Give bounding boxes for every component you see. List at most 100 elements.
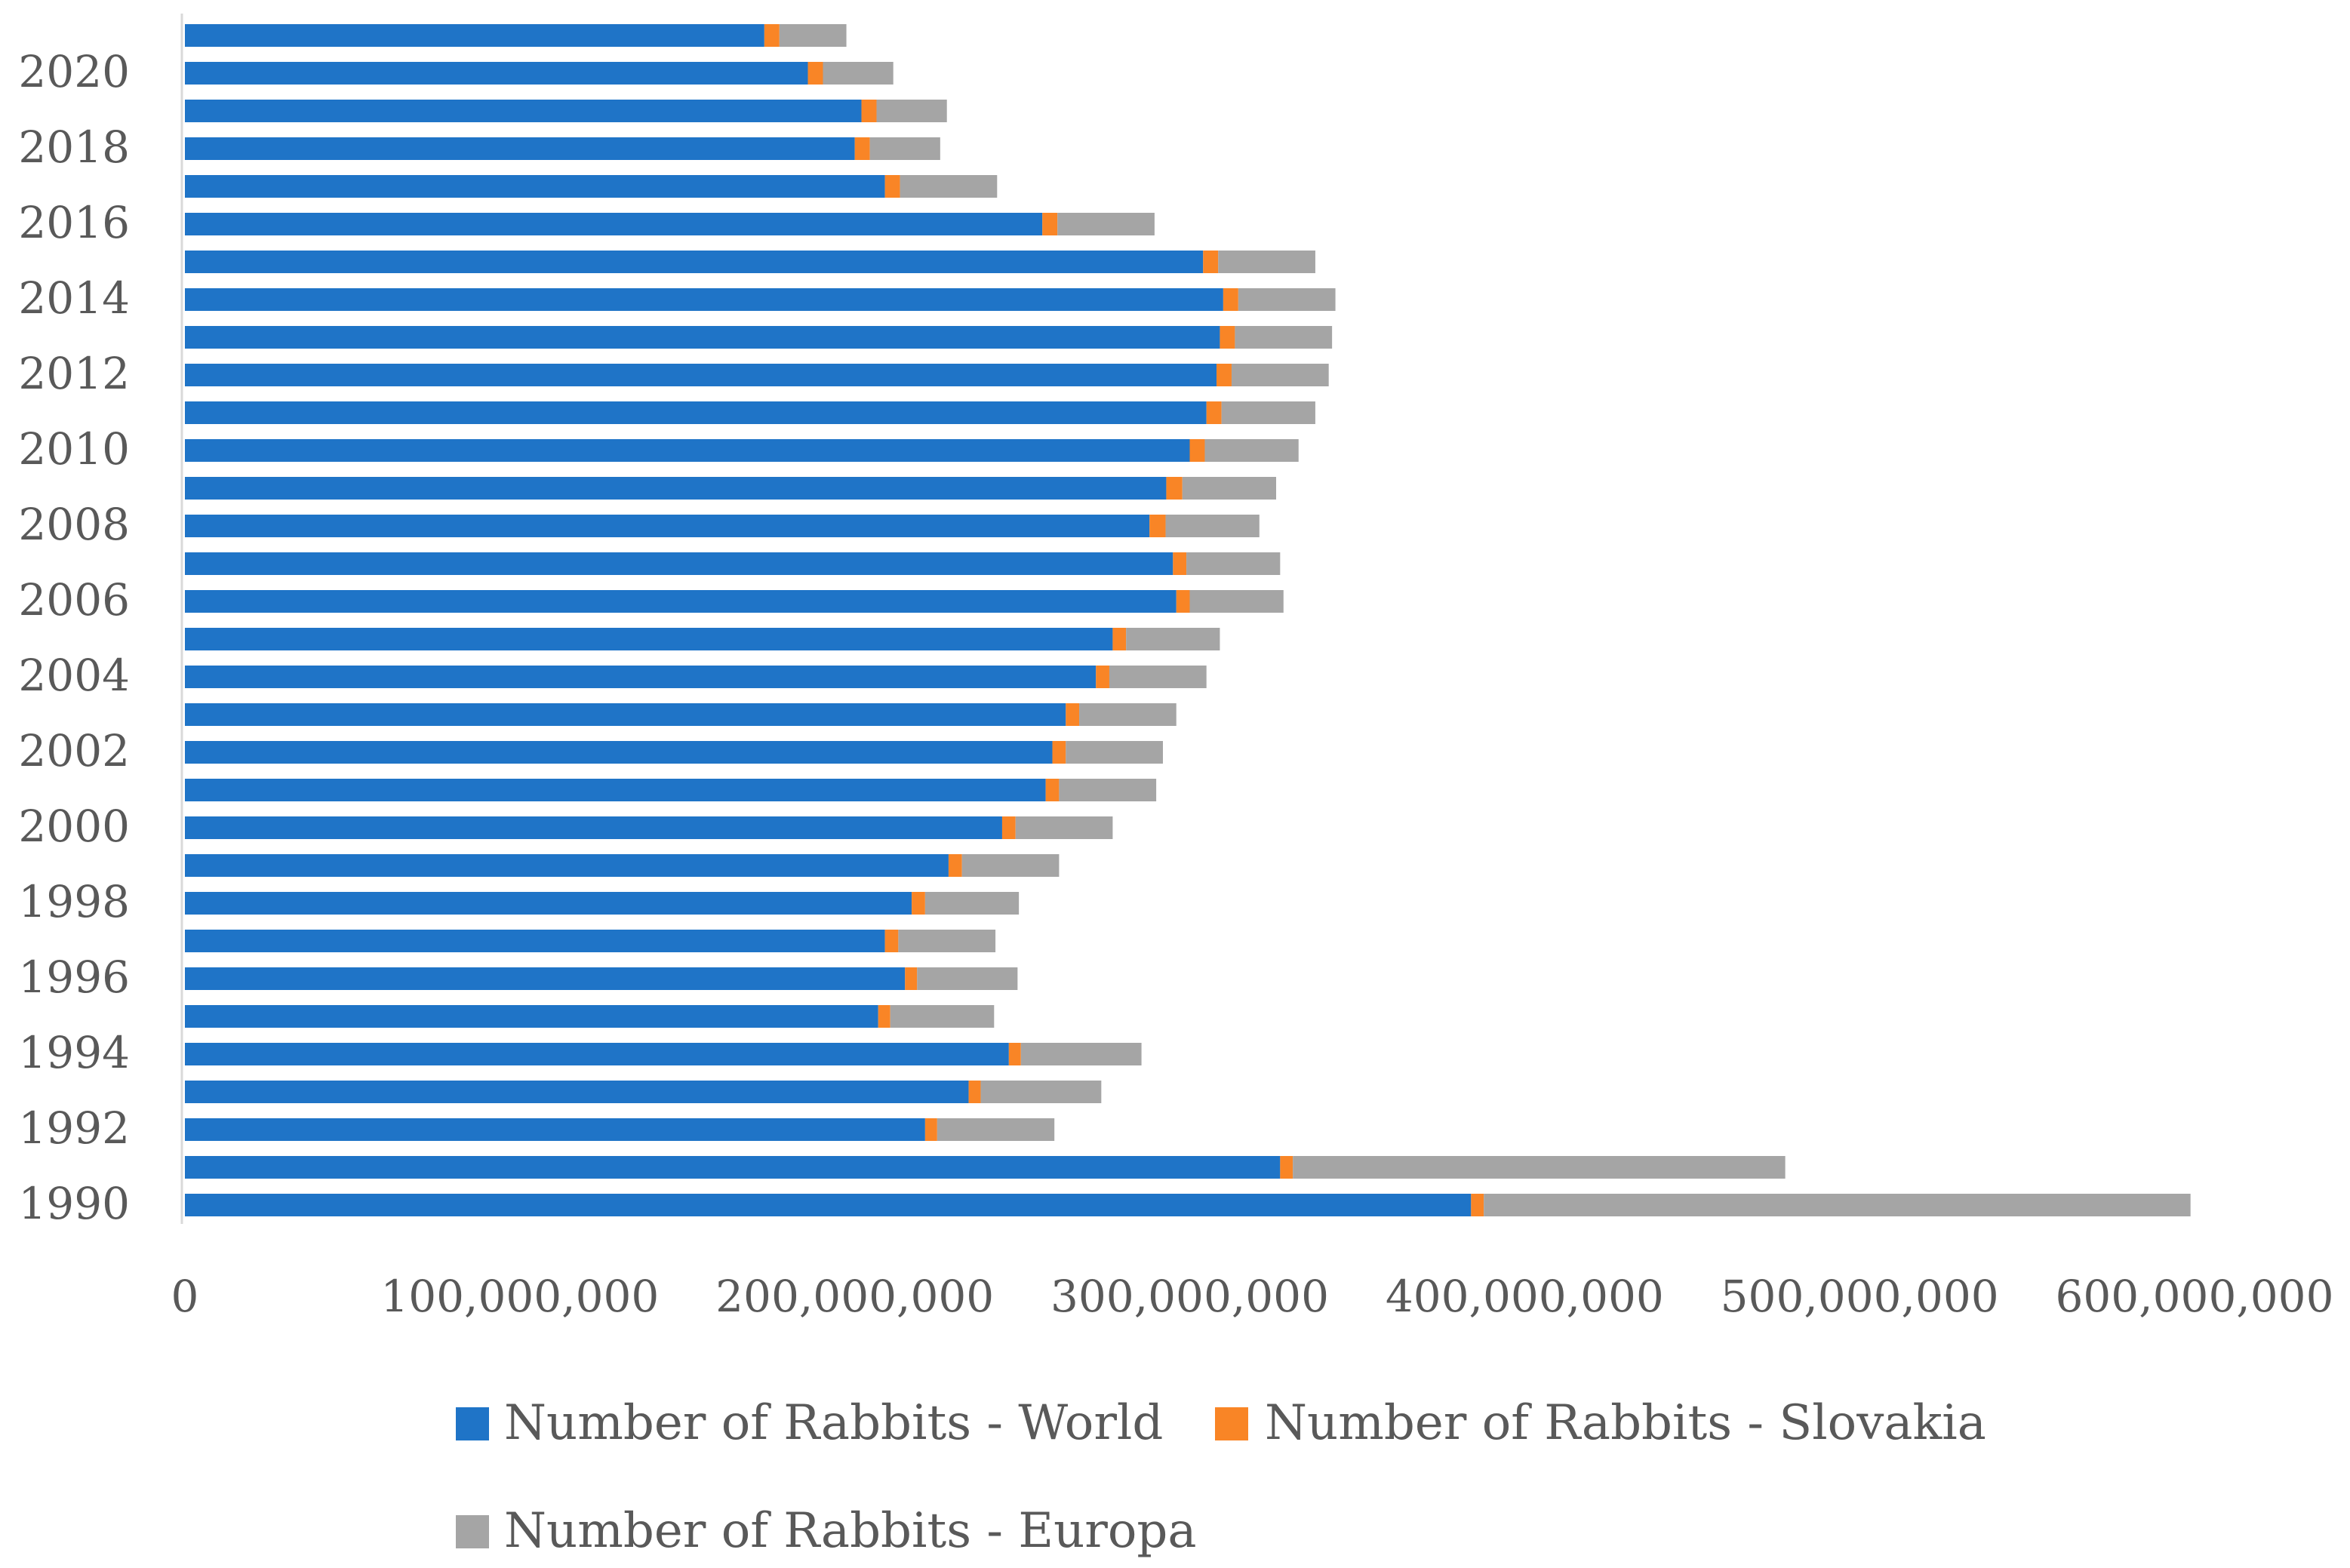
y-tick-label: 2018 [18, 121, 130, 173]
bar-2004-series-2 [1096, 666, 1109, 688]
bar-2006-series-3 [1189, 590, 1284, 613]
bar-1991-series-2 [1280, 1156, 1293, 1179]
bar-2012-series-1 [185, 364, 1217, 386]
bar-2003-series-2 [1066, 703, 1080, 726]
bar-1990-series-3 [1484, 1194, 2191, 1216]
bar-2001-series-2 [1045, 779, 1060, 801]
y-tick-label: 2002 [18, 725, 130, 776]
bar-2014-series-1 [185, 288, 1223, 311]
bar-2018-series-3 [869, 137, 940, 160]
bar-2006-series-1 [185, 590, 1177, 613]
bar-1990-series-2 [1471, 1194, 1484, 1216]
x-tick-label: 300,000,000 [1050, 1271, 1329, 1322]
bar-2005-series-2 [1112, 628, 1127, 650]
bar-2001-series-3 [1059, 779, 1157, 801]
bar-1997-series-3 [898, 930, 996, 952]
bar-2010-series-3 [1204, 439, 1299, 462]
bar-1990-series-1 [185, 1194, 1472, 1216]
y-tick-label: 2000 [18, 801, 130, 852]
bar-2009-series-3 [1182, 477, 1277, 500]
bar-2012-series-3 [1231, 364, 1329, 386]
legend-label-1: Number of Rabbits - World [504, 1395, 1163, 1451]
bar-2010-series-2 [1189, 439, 1205, 462]
bar-2001-series-1 [185, 779, 1046, 801]
bar-2010-series-1 [185, 439, 1190, 462]
bar-2008-series-3 [1165, 515, 1260, 537]
bar-2013-series-1 [185, 326, 1220, 349]
bar-2014-series-2 [1223, 288, 1238, 311]
bar-2018-series-1 [185, 137, 855, 160]
bar-1992-series-3 [937, 1118, 1055, 1141]
bar-1995-series-2 [878, 1005, 890, 1028]
bar-2000-series-3 [1015, 816, 1113, 839]
bar-2007-series-3 [1186, 552, 1281, 575]
bar-2012-series-2 [1217, 364, 1232, 386]
bar-1997-series-1 [185, 930, 885, 952]
y-tick-label: 2020 [18, 46, 130, 97]
bar-2002-series-3 [1066, 741, 1163, 764]
bar-2019-series-2 [861, 100, 877, 122]
bar-1993-series-2 [968, 1081, 981, 1103]
bar-1997-series-2 [884, 930, 899, 952]
bar-1996-series-1 [185, 967, 906, 990]
bar-2017-series-2 [884, 175, 900, 198]
y-tick-label: 2008 [18, 499, 130, 550]
bar-2006-series-2 [1176, 590, 1190, 613]
bar-1994-series-1 [185, 1043, 1009, 1065]
bar-2008-series-1 [185, 515, 1150, 537]
legend: Number of Rabbits - World Number of Rabbi… [456, 1395, 1986, 1559]
bars-layer [185, 24, 2191, 1216]
bar-1998-series-1 [185, 892, 912, 915]
bar-1993-series-3 [980, 1081, 1102, 1103]
bar-2019-series-3 [876, 100, 947, 122]
bar-2011-series-1 [185, 401, 1207, 424]
bar-2007-series-1 [185, 552, 1173, 575]
x-tick-label: 100,000,000 [380, 1271, 659, 1322]
bar-1996-series-2 [905, 967, 918, 990]
x-axis-labels: 0 100,000,000 200,000,000 300,000,000 400,00… [171, 1271, 2334, 1322]
legend-swatch-1 [456, 1407, 489, 1440]
bar-2002-series-1 [185, 741, 1053, 764]
bar-2020-series-3 [823, 62, 894, 85]
legend-label-2: Number of Rabbits - Slovakia [1265, 1395, 1986, 1451]
bar-1993-series-1 [185, 1081, 969, 1103]
bar-1999-series-2 [948, 854, 962, 877]
x-tick-label: 500,000,000 [1721, 1271, 1999, 1322]
bar-2011-series-2 [1206, 401, 1222, 424]
y-tick-label: 1992 [18, 1102, 130, 1154]
bar-2017-series-1 [185, 175, 885, 198]
legend-swatch-3 [456, 1515, 489, 1548]
bar-2016-series-2 [1042, 213, 1058, 235]
bar-2016-series-1 [185, 213, 1043, 235]
bar-2008-series-2 [1149, 515, 1166, 537]
bar-2011-series-3 [1221, 401, 1315, 424]
bar-1995-series-3 [890, 1005, 995, 1028]
bar-1992-series-2 [924, 1118, 937, 1141]
bar-2020-series-2 [807, 62, 823, 85]
bar-2021-series-1 [185, 24, 764, 47]
bar-2015-series-1 [185, 251, 1204, 273]
x-tick-label: 600,000,000 [2056, 1271, 2334, 1322]
legend-label-3: Number of Rabbits - Europa [504, 1503, 1197, 1559]
bar-2016-series-3 [1057, 213, 1155, 235]
bar-1996-series-3 [917, 967, 1018, 990]
y-tick-label: 2010 [18, 423, 130, 475]
bar-2020-series-1 [185, 62, 808, 85]
bar-2021-series-2 [764, 24, 780, 47]
bar-2002-series-2 [1052, 741, 1066, 764]
bar-2009-series-2 [1166, 477, 1183, 500]
bar-1995-series-1 [185, 1005, 878, 1028]
bar-1999-series-1 [185, 854, 949, 877]
bar-2021-series-3 [779, 24, 847, 47]
y-tick-label: 1990 [18, 1178, 130, 1229]
y-tick-label: 1996 [18, 952, 130, 1003]
x-tick-label: 0 [171, 1271, 199, 1322]
bar-2019-series-1 [185, 100, 862, 122]
y-tick-label: 1994 [18, 1027, 130, 1078]
bar-2013-series-2 [1220, 326, 1235, 349]
bar-1991-series-1 [185, 1156, 1281, 1179]
x-tick-label: 400,000,000 [1386, 1271, 1664, 1322]
bar-2017-series-3 [900, 175, 998, 198]
